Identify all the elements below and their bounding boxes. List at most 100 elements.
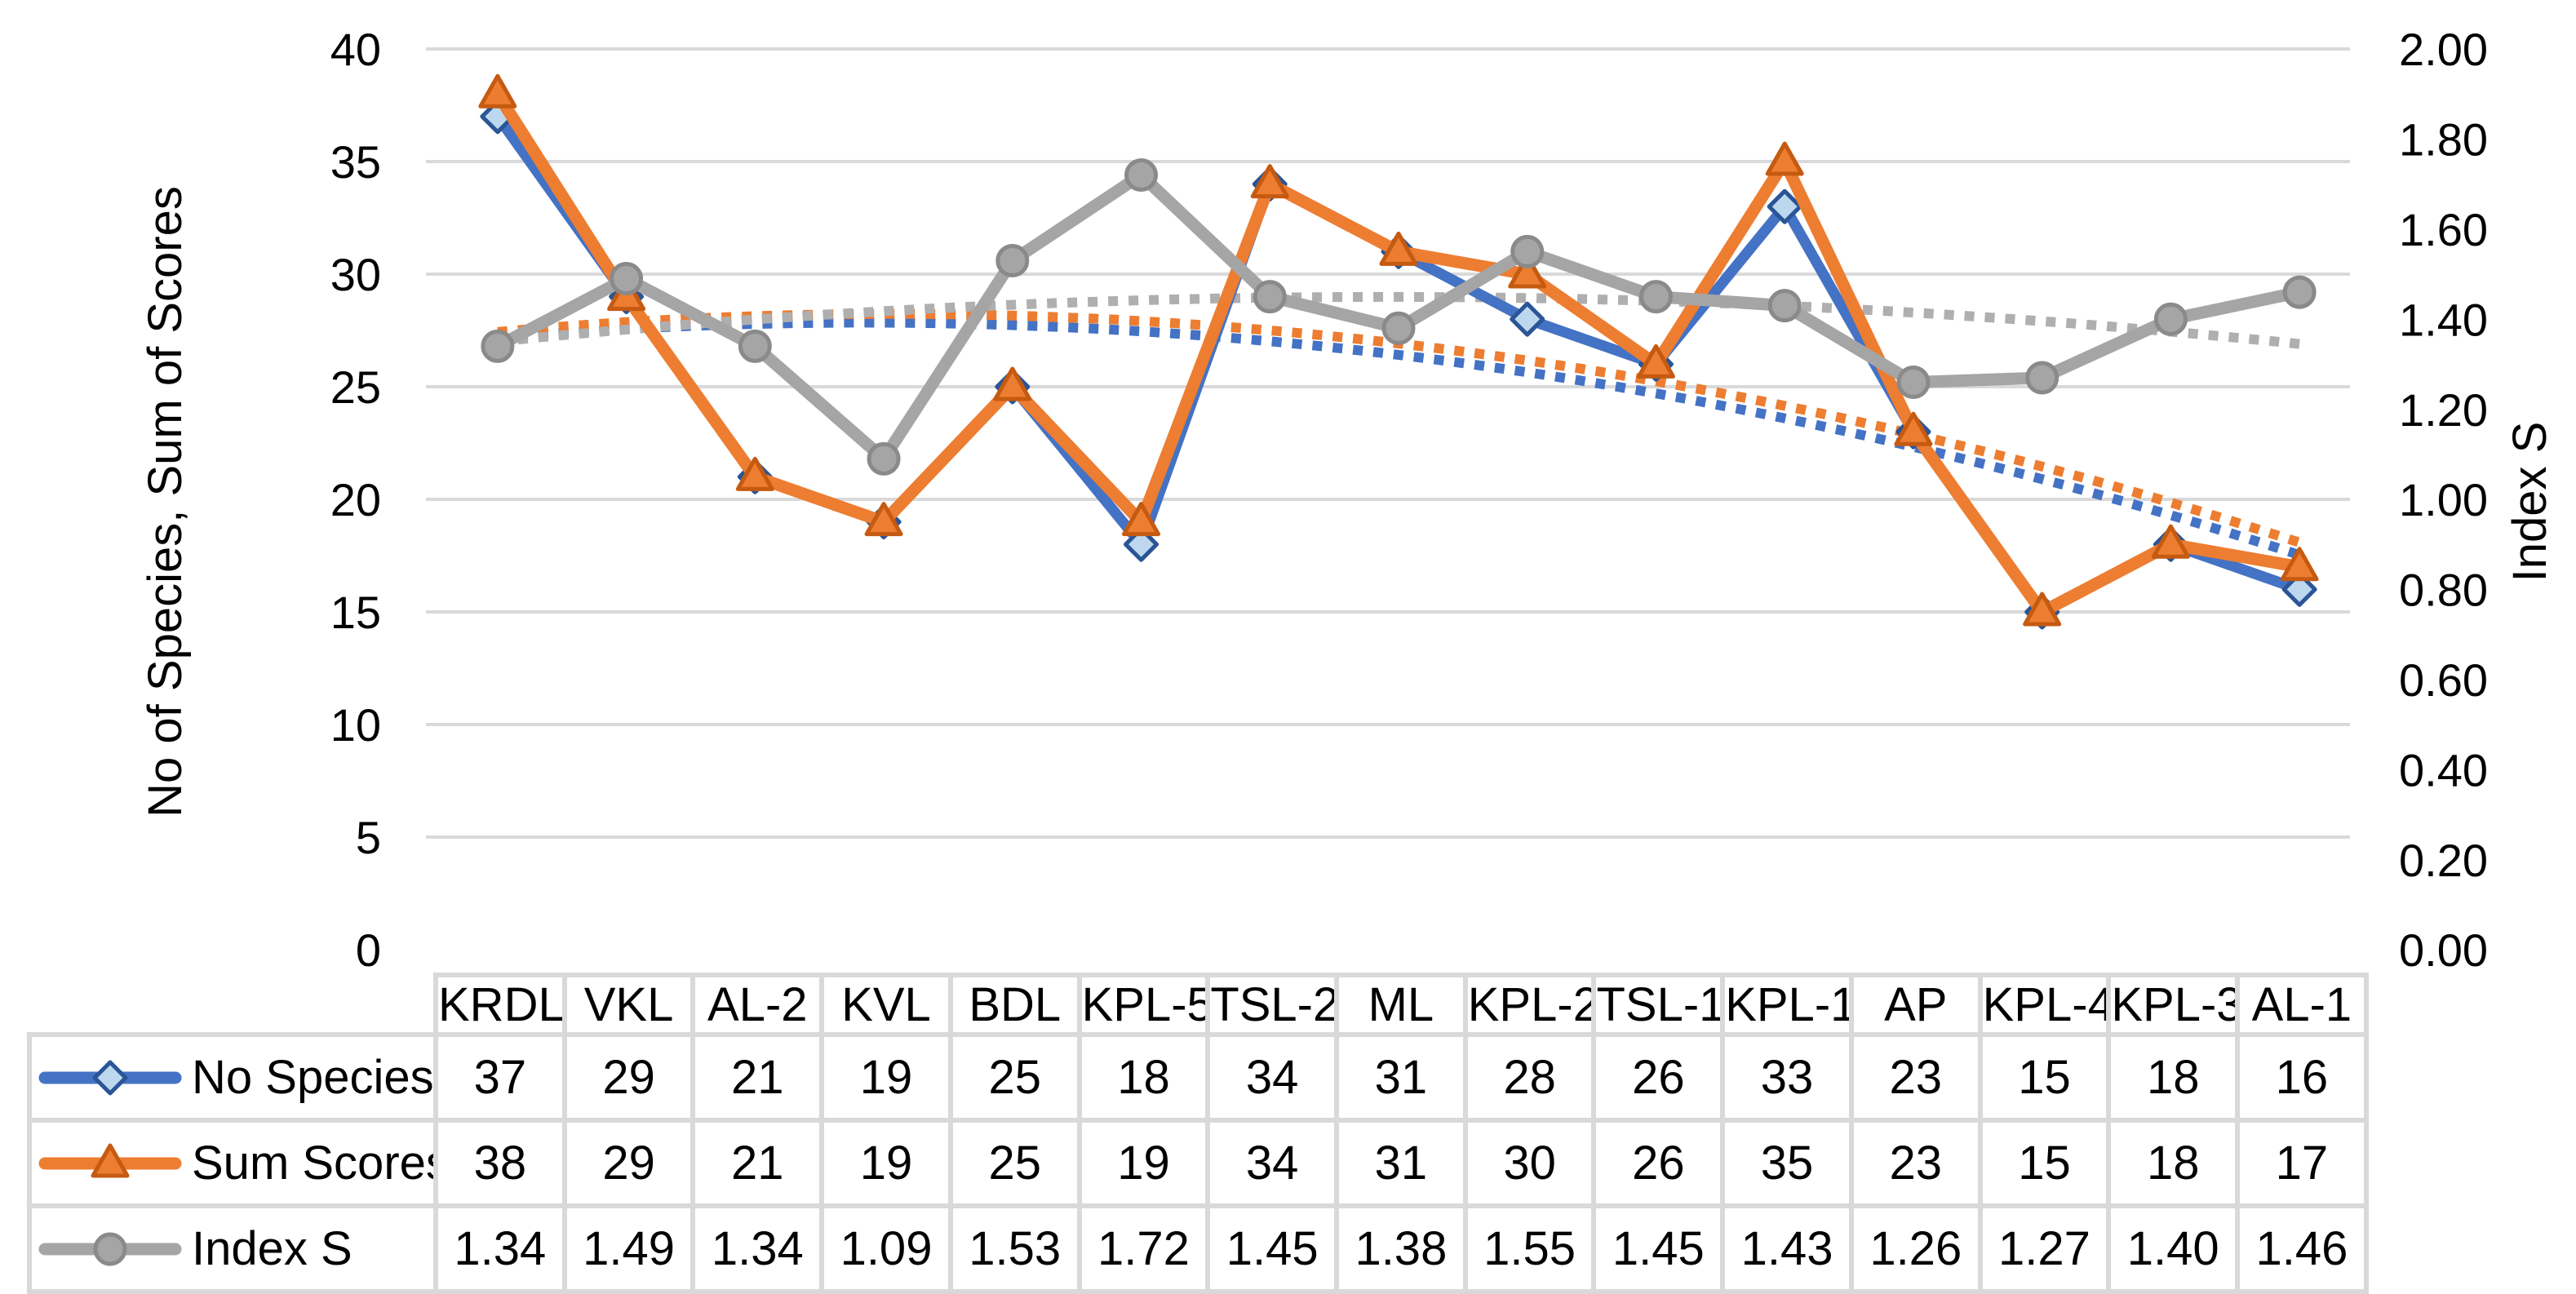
value-cell-index-s-kpl-4: 1.27	[1977, 1203, 2112, 1294]
series-lines	[478, 73, 2319, 630]
value-cell-sum-scores-kpl-5: 19	[1076, 1118, 1211, 1208]
triangle-marker-sum-scores	[1894, 411, 1933, 446]
value-cell-sum-scores-ap: 23	[1848, 1118, 1983, 1208]
category-header-al-1: AL-1	[2235, 973, 2369, 1037]
legend-label-index-s: Index S	[192, 1222, 352, 1275]
value-cell-index-s-al-1: 1.46	[2235, 1203, 2369, 1294]
legend-swatch-no-species	[38, 1060, 182, 1095]
value-cell-sum-scores-kpl-4: 15	[1977, 1118, 2112, 1208]
table-row-index-s: Index S 1.34 1.49 1.34 1.09 1.53 1.72 1.45 1.38 1…	[27, 1203, 2369, 1294]
circle-marker-index-s	[1510, 234, 1545, 268]
triangle-marker-sum-scores	[864, 502, 903, 537]
value-cell-sum-scores-tsl-1: 26	[1591, 1118, 1726, 1208]
value-cell-no-species-tsl-1: 26	[1591, 1032, 1726, 1123]
category-header-kvl: KVL	[819, 973, 953, 1037]
legend-swatch-sum-scores	[38, 1143, 182, 1177]
value-cell-index-s-kvl: 1.09	[819, 1203, 953, 1294]
value-cell-sum-scores-tsl-2: 34	[1205, 1118, 1340, 1208]
value-cell-index-s-krdl: 1.34	[433, 1203, 567, 1294]
value-cell-no-species-al-1: 16	[2235, 1032, 2369, 1123]
circle-marker-index-s	[1253, 280, 1287, 314]
triangle-marker-sum-scores	[1250, 164, 1289, 199]
circle-marker-index-s	[2282, 275, 2317, 309]
right-axis-tick: 0.60	[2399, 654, 2488, 706]
right-axis-tick: 0.40	[2399, 744, 2488, 795]
series-sum-scores	[478, 73, 2319, 627]
category-header-vkl: VKL	[561, 973, 696, 1037]
triangle-marker-sum-scores	[2280, 547, 2319, 582]
value-cell-no-species-bdl: 25	[947, 1032, 1082, 1123]
value-cell-no-species-ml: 31	[1334, 1032, 1468, 1123]
value-cell-sum-scores-al-2: 21	[690, 1118, 825, 1208]
left-axis-tick: 20	[330, 474, 381, 525]
value-cell-sum-scores-al-1: 17	[2235, 1118, 2369, 1208]
right-axis-tick: 1.20	[2399, 384, 2488, 436]
right-axis-ticks: 2.00 1.80 1.60 1.40 1.20 1.00 0.80 0.60 0.40 0.20…	[2399, 24, 2488, 976]
value-cell-no-species-krdl: 37	[433, 1032, 567, 1123]
legend-cell-no-species: No Species	[27, 1032, 438, 1123]
circle-marker-index-s	[610, 262, 644, 296]
value-cell-index-s-kpl-1: 1.43	[1720, 1203, 1854, 1294]
value-cell-no-species-kvl: 19	[819, 1032, 953, 1123]
circle-marker-index-s	[2153, 302, 2188, 336]
circle-marker-index-s	[481, 329, 515, 363]
triangle-marker-sum-scores	[1122, 502, 1161, 537]
value-cell-no-species-kpl-1: 33	[1720, 1032, 1854, 1123]
table-row-no-species: No Species 37 29 21 19 25 18 34 31 28 26 33 23 15 18 16	[27, 1032, 2369, 1123]
value-cell-no-species-kpl-4: 15	[1977, 1032, 2112, 1123]
right-axis-tick: 0.80	[2399, 565, 2488, 616]
triangle-marker-sum-scores	[993, 366, 1032, 401]
triangle-marker-sum-scores	[1765, 141, 1804, 176]
series-index-s	[481, 158, 2317, 476]
right-axis-tick: 1.00	[2399, 474, 2488, 525]
circle-marker-index-s	[1124, 158, 1159, 193]
triangle-marker-sum-scores	[2023, 592, 2062, 627]
category-header-bdl: BDL	[947, 973, 1082, 1037]
triangle-marker-sum-scores	[2151, 524, 2190, 559]
diamond-marker-no-species	[1124, 526, 1159, 562]
value-cell-sum-scores-vkl: 29	[561, 1118, 696, 1208]
left-axis-tick: 0	[356, 924, 381, 976]
value-cell-index-s-bdl: 1.53	[947, 1203, 1082, 1294]
triangle-marker-sum-scores	[1379, 231, 1418, 266]
value-cell-index-s-vkl: 1.49	[561, 1203, 696, 1294]
triangle-marker-sum-scores	[1508, 254, 1547, 289]
left-axis-tick: 35	[330, 136, 381, 188]
circle-marker-index-s	[1896, 365, 1931, 399]
right-axis-tick: 0.20	[2399, 835, 2488, 886]
value-cell-sum-scores-kpl-2: 30	[1462, 1118, 1597, 1208]
value-cell-no-species-kpl-3: 18	[2106, 1032, 2241, 1123]
value-cell-sum-scores-bdl: 25	[947, 1118, 1082, 1208]
category-header-kpl-1: KPL-1	[1720, 973, 1854, 1037]
category-header-kpl-5: KPL-5	[1076, 973, 1211, 1037]
value-cell-no-species-kpl-2: 28	[1462, 1032, 1597, 1123]
left-axis-tick: 10	[330, 699, 381, 751]
category-header-tsl-1: TSL-1	[1591, 973, 1726, 1037]
category-header-ml: ML	[1334, 973, 1468, 1037]
value-cell-index-s-ml: 1.38	[1334, 1203, 1468, 1294]
right-axis-tick: 1.80	[2399, 114, 2488, 166]
value-cell-index-s-kpl-3: 1.40	[2106, 1203, 2241, 1294]
category-header-ap: AP	[1848, 973, 1983, 1037]
circle-marker-index-s	[1767, 289, 1802, 323]
diamond-marker-no-species	[1767, 188, 1802, 224]
legend-label-no-species: No Species	[192, 1051, 434, 1104]
trendline-index-s	[497, 291, 2300, 349]
circle-marker-index-s	[1381, 311, 1416, 345]
value-cell-index-s-tsl-2: 1.45	[1205, 1203, 1340, 1294]
left-axis-tick: 30	[330, 249, 381, 300]
right-axis-tick: 0.00	[2399, 924, 2488, 976]
value-cell-sum-scores-kpl-3: 18	[2106, 1118, 2241, 1208]
value-cell-sum-scores-kpl-1: 35	[1720, 1118, 1854, 1208]
value-cell-index-s-kpl-2: 1.55	[1462, 1203, 1597, 1294]
table-corner-cell	[29, 975, 436, 1035]
category-header-tsl-2: TSL-2	[1205, 973, 1340, 1037]
triangle-marker-sum-scores	[1636, 343, 1675, 379]
left-axis-title: No of Species, Sum of Scores	[139, 186, 192, 818]
left-axis-tick: 5	[356, 812, 381, 863]
legend-swatch-index-s	[38, 1232, 182, 1265]
triangle-marker-sum-scores	[478, 73, 517, 109]
trendline-no-species	[497, 317, 2301, 560]
category-header-kpl-3: KPL-3	[2106, 973, 2241, 1037]
value-cell-sum-scores-krdl: 38	[433, 1118, 567, 1208]
